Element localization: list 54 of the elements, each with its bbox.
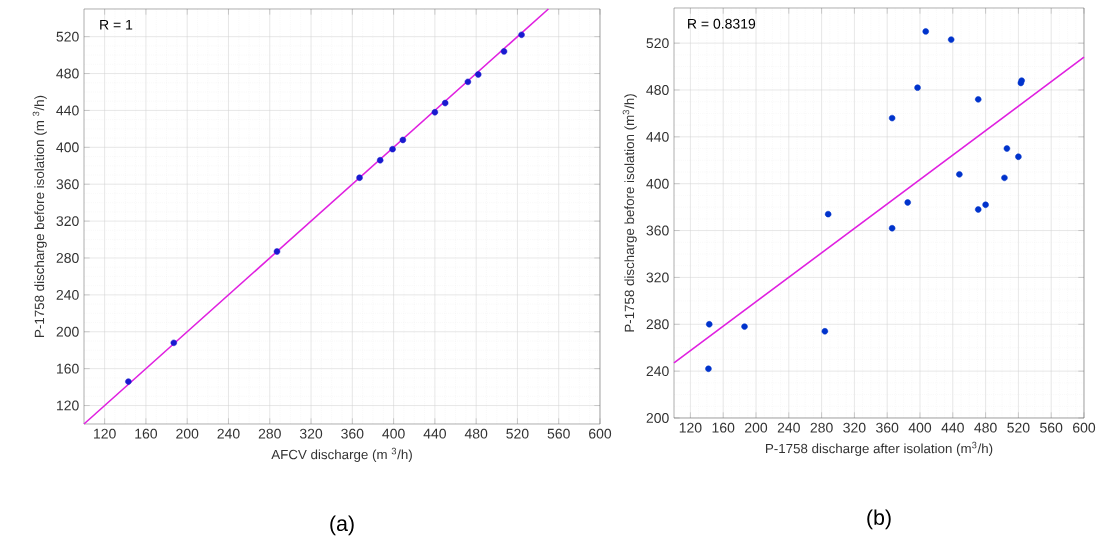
x-tick-label: 240: [777, 422, 800, 433]
y-axis-title: P-1758 discharge before isolation (m$^{3}$/h): [622, 94, 637, 332]
y-tick-label: 520: [646, 38, 669, 49]
x-tick-label: 440: [423, 428, 446, 439]
text: (b): [867, 509, 891, 530]
y-tick-label: 200: [646, 413, 669, 423]
y-axis-title: P-1758 discharge before isolation (m $^{3}$/h): [32, 95, 47, 337]
y-tick-label: 520: [56, 31, 79, 42]
x-axis-title: AFCV discharge (m $^{3}$/h): [271, 447, 412, 462]
x-tick-label: 320: [299, 428, 323, 439]
text: (a): [330, 515, 354, 536]
y-tick-label: 120: [57, 400, 79, 411]
annotation: R = 1: [100, 19, 133, 30]
x-tick-label: 400: [908, 422, 932, 433]
x-tick-label: 480: [974, 422, 997, 433]
x-axis-title: P-1758 discharge after isolation (m$^{3}$/h): [765, 441, 993, 456]
y-tick-label: 200: [56, 326, 79, 337]
x-tick-label: 320: [843, 422, 866, 433]
x-tick-label: 560: [1040, 422, 1063, 433]
x-tick-label: 360: [876, 422, 899, 433]
y-tick-label: 160: [57, 363, 79, 374]
x-tick-label: 600: [589, 428, 612, 439]
y-tick-label: 280: [56, 253, 79, 263]
x-tick-label: 440: [941, 422, 964, 433]
x-tick-label: 200: [745, 422, 768, 433]
x-tick-label: 160: [712, 422, 735, 433]
x-tick-label: 240: [217, 428, 240, 439]
y-tick-label: 400: [646, 178, 669, 189]
x-tick-label: 560: [547, 428, 570, 439]
y-tick-label: 320: [646, 272, 669, 283]
x-tick-label: 600: [1073, 422, 1096, 433]
y-tick-label: 480: [646, 85, 669, 95]
y-tick-label: 320: [56, 216, 79, 227]
y-tick-label: 240: [646, 366, 669, 377]
x-tick-label: 280: [810, 422, 833, 433]
y-tick-label: 400: [56, 142, 79, 153]
y-tick-label: 440: [56, 105, 79, 116]
x-tick-label: 520: [506, 428, 529, 439]
x-tick-label: 120: [94, 428, 116, 439]
x-tick-label: 360: [341, 428, 364, 439]
x-tick-label: 120: [679, 422, 702, 433]
y-tick-label: 440: [646, 131, 669, 142]
y-tick-label: 360: [646, 225, 669, 236]
x-tick-label: 200: [176, 428, 199, 439]
y-tick-label: 480: [56, 68, 79, 79]
y-tick-label: 280: [646, 319, 669, 330]
y-tick-label: 360: [56, 179, 79, 190]
annotation: R = 0.8319: [688, 18, 756, 29]
x-tick-label: 480: [464, 428, 488, 439]
x-tick-label: 400: [382, 428, 405, 439]
x-tick-label: 520: [1007, 422, 1030, 433]
x-tick-label: 160: [135, 428, 158, 439]
x-tick-label: 280: [258, 428, 281, 439]
y-tick-label: 240: [56, 289, 79, 300]
